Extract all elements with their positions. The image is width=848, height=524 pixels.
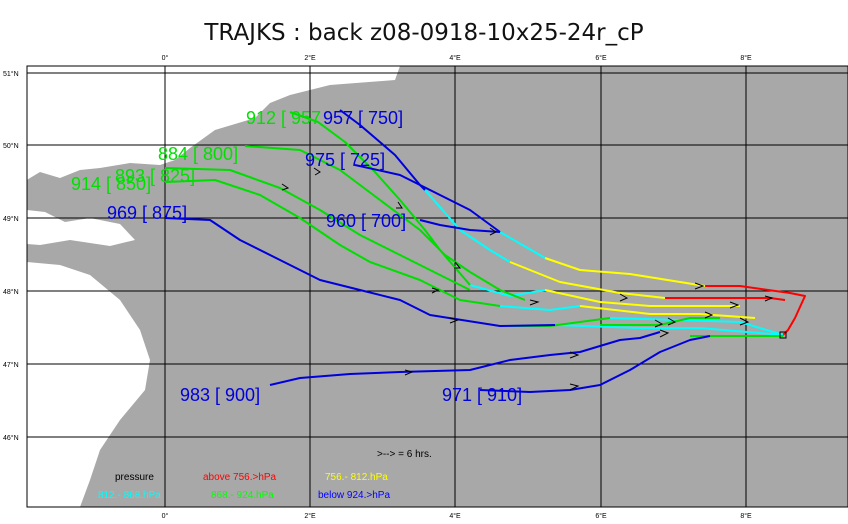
lat-tick-3: 48°N <box>3 288 19 296</box>
traj-label-green-1: 912 [ 957 <box>246 108 321 128</box>
map-title: TRAJKS : back z08-0918-10x25-24r_cP <box>204 20 644 46</box>
legend-class-756-812: 756.- 812.hPa <box>325 472 388 483</box>
trajectory-red-1 <box>705 285 806 336</box>
arrowheads <box>281 167 774 391</box>
lat-tick-4: 47°N <box>3 361 19 369</box>
traj-label-green-2: 884 [ 800] <box>158 144 238 164</box>
trajectory-blue-6 <box>479 335 711 393</box>
trajectory-yellow-1 <box>544 257 706 287</box>
lon-tick-bottom-0: 0° <box>162 512 169 520</box>
trajectory-blue-5 <box>269 331 661 386</box>
trajectory-cyan-1 <box>424 189 511 263</box>
graticule <box>26 65 848 508</box>
lon-tick-top-2: 4°E <box>449 54 461 62</box>
lat-tick-0: 51°N <box>3 70 19 78</box>
lat-tick-5: 46°N <box>3 434 19 442</box>
legend-class-above: above 756.>hPa <box>203 472 277 483</box>
trajectory-yellow-4 <box>579 305 756 319</box>
lon-tick-bottom-4: 8°E <box>740 512 752 520</box>
brittany-coast <box>27 210 135 246</box>
lon-tick-bottom-3: 6°E <box>595 512 607 520</box>
traj-label-green-4: 914 [ 850] <box>71 174 151 194</box>
legend-pressure-label: pressure <box>115 472 154 483</box>
origin-marker <box>779 331 787 339</box>
traj-label-blue-1: 957 [ 750] <box>323 108 403 128</box>
traj-label-blue-2: 975 [ 725] <box>305 150 385 170</box>
sea-area-channel <box>27 66 400 180</box>
sea-area-south <box>27 507 848 524</box>
trajectory-yellow-2 <box>509 261 666 299</box>
trajectory-cyan-2 <box>499 231 546 259</box>
lon-tick-top-3: 6°E <box>595 54 607 62</box>
traj-label-blue-4: 960 [ 700] <box>326 211 406 231</box>
trajectory-yellow-3 <box>544 289 740 307</box>
trajectory-cyan-6 <box>554 324 784 336</box>
trajectory-blue-3 <box>164 217 556 327</box>
traj-label-green-3: 893 [ 825] <box>115 166 195 186</box>
legend-class-below: below 924.>hPa <box>318 490 390 501</box>
trajectory-green-3 <box>164 167 471 291</box>
sea-area-spain <box>27 412 80 470</box>
legend-arrow-note: >--> = 6 hrs. <box>377 449 432 460</box>
legend-class-868-924: 868.- 924.hPa <box>211 490 274 501</box>
trajectories <box>164 109 806 393</box>
lon-tick-bottom-1: 2°E <box>304 512 316 520</box>
lat-tick-1: 50°N <box>3 142 19 150</box>
traj-label-blue-5: 983 [ 900] <box>180 385 260 405</box>
lat-tick-2: 49°N <box>3 215 19 223</box>
trajectory-green-2 <box>244 145 526 301</box>
lon-tick-top-1: 2°E <box>304 54 316 62</box>
lon-tick-top-0: 0° <box>162 54 169 62</box>
trajectory-blue-4 <box>419 219 501 233</box>
traj-label-blue-3: 969 [ 875] <box>107 203 187 223</box>
legend-class-812-868: 812.- 868.hPa <box>98 490 161 501</box>
lon-tick-top-4: 8°E <box>740 54 752 62</box>
trajectory-cyan-3 <box>469 284 546 297</box>
trajectory-green-4 <box>164 179 501 307</box>
traj-label-blue-6: 971 [ 910] <box>442 385 522 405</box>
trajectory-cyan-5 <box>609 317 784 336</box>
trajectory-blue-2 <box>354 164 501 233</box>
trajectory-cyan-4 <box>499 305 581 311</box>
trajectory-red-2 <box>665 297 786 301</box>
lon-tick-bottom-2: 4°E <box>449 512 461 520</box>
